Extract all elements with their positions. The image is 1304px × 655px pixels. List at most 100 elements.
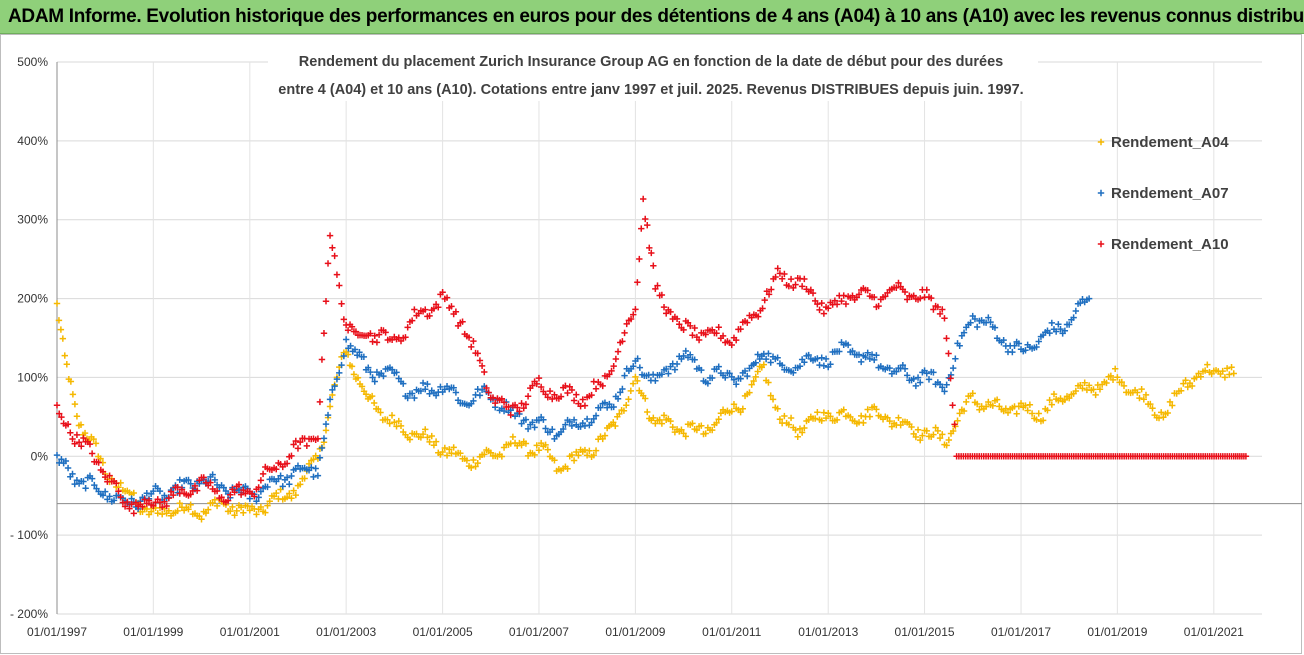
data-point <box>1026 401 1034 408</box>
data-point <box>428 432 435 440</box>
data-point <box>63 361 71 368</box>
data-point <box>106 472 113 479</box>
data-point <box>468 464 475 471</box>
data-point <box>55 317 63 324</box>
data-point <box>156 487 164 495</box>
data-point <box>985 314 992 321</box>
data-point <box>732 336 740 344</box>
data-point <box>936 310 944 318</box>
data-point <box>371 378 378 385</box>
data-point <box>617 389 624 396</box>
data-point <box>831 297 839 304</box>
data-point <box>411 394 418 402</box>
data-point <box>286 481 293 488</box>
data-point <box>625 396 632 403</box>
data-point <box>767 392 774 399</box>
data-point <box>367 330 374 337</box>
data-point <box>411 306 418 313</box>
data-point <box>126 505 133 512</box>
data-point <box>1046 329 1053 337</box>
data-point <box>583 415 591 423</box>
data-point <box>329 386 336 394</box>
data-point <box>790 284 797 292</box>
data-point <box>838 297 845 305</box>
y-tick-label: 100% <box>17 370 48 384</box>
data-point <box>207 479 214 486</box>
data-point <box>61 352 68 359</box>
data-point <box>277 472 284 479</box>
data-point <box>53 402 61 409</box>
data-point <box>715 363 722 370</box>
data-point <box>949 364 957 372</box>
data-point <box>897 421 904 429</box>
data-point <box>752 359 759 366</box>
data-point <box>840 406 847 413</box>
data-point <box>583 452 591 459</box>
data-point <box>388 412 396 419</box>
data-point <box>417 434 425 441</box>
data-point <box>928 294 935 302</box>
data-point <box>943 335 950 342</box>
data-point <box>754 351 761 358</box>
data-point <box>338 361 345 369</box>
data-point <box>866 413 874 420</box>
data-point <box>202 509 210 517</box>
data-point <box>113 480 120 487</box>
data-point <box>1065 394 1073 402</box>
data-point <box>439 288 446 296</box>
data-point <box>1103 379 1110 387</box>
data-point <box>750 377 757 385</box>
data-point <box>1120 382 1128 390</box>
data-point <box>391 418 398 426</box>
data-point <box>500 407 508 415</box>
data-point <box>53 300 61 307</box>
data-point <box>632 373 639 381</box>
data-point <box>1138 385 1145 393</box>
data-point <box>754 368 761 375</box>
data-point <box>1166 398 1174 406</box>
data-point <box>1057 325 1064 333</box>
data-point <box>174 483 181 491</box>
axis-lines <box>56 62 1302 614</box>
data-point <box>57 326 65 333</box>
data-point <box>288 452 295 460</box>
data-point <box>227 507 234 515</box>
data-point <box>691 324 698 332</box>
data-point <box>588 419 595 426</box>
data-point <box>1107 372 1115 380</box>
data-point <box>1015 340 1023 347</box>
data-point <box>849 292 856 299</box>
data-point <box>943 381 950 389</box>
data-point <box>402 334 409 341</box>
data-point <box>987 318 994 326</box>
data-point <box>765 350 772 357</box>
data-point <box>847 413 854 421</box>
data-point <box>709 426 716 434</box>
data-point <box>288 472 295 480</box>
data-point <box>257 477 265 484</box>
data-point <box>857 412 865 420</box>
data-point <box>667 308 674 316</box>
data-point <box>452 389 460 396</box>
data-point <box>524 425 532 433</box>
data-point <box>678 426 685 433</box>
legend-marker <box>1097 189 1105 197</box>
y-tick-label: 500% <box>17 55 48 69</box>
data-point <box>939 431 946 438</box>
data-point <box>833 301 841 308</box>
data-point <box>1039 417 1047 424</box>
data-point <box>1180 380 1187 387</box>
data-point <box>1011 342 1018 349</box>
data-point <box>529 382 536 389</box>
data-point <box>522 401 530 408</box>
data-point <box>601 399 609 406</box>
data-point <box>354 374 362 381</box>
data-point <box>973 323 981 331</box>
data-point <box>240 486 247 494</box>
data-point <box>365 364 372 371</box>
data-point <box>914 426 922 434</box>
data-point <box>213 487 221 495</box>
x-tick-label: 01/01/2009 <box>605 625 665 639</box>
data-point <box>384 416 391 423</box>
